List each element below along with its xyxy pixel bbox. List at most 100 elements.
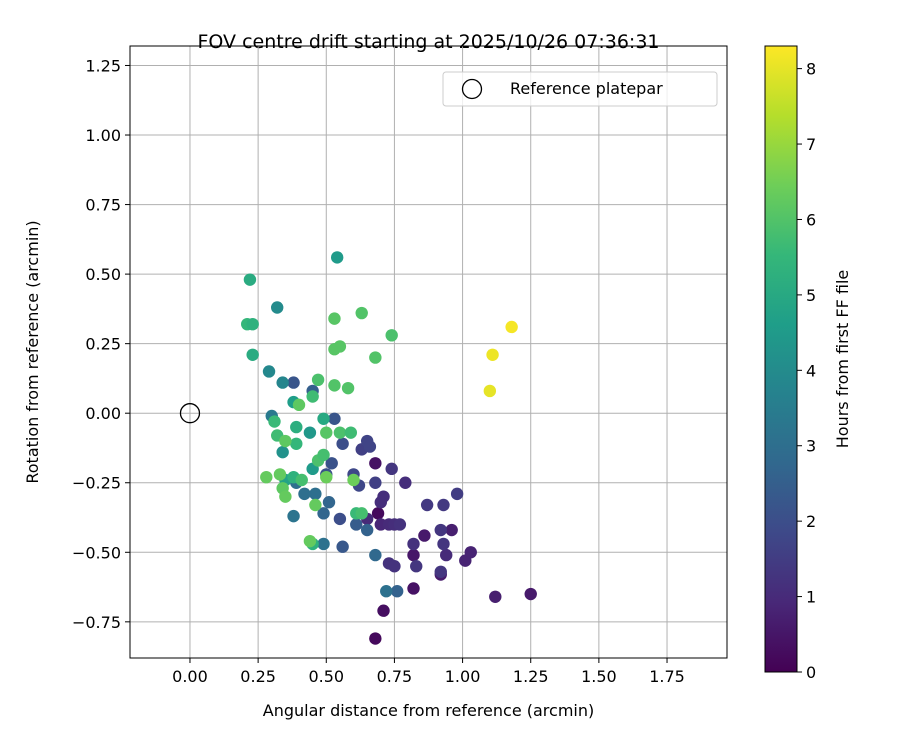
x-axis-ticks: 0.00 0.25 0.50 0.75 1.00 1.25 1.50 1.75	[172, 658, 685, 686]
colorbar-tick-label: 1	[806, 588, 816, 607]
colorbar-gradient	[764, 45, 798, 673]
data-point	[380, 585, 393, 598]
y-tick-label: 0.25	[85, 335, 121, 354]
data-point	[374, 496, 387, 509]
colorbar-tick-label: 0	[806, 663, 816, 682]
data-point	[279, 490, 292, 503]
data-point	[418, 529, 431, 542]
data-point	[290, 437, 303, 450]
colorbar-tick-label: 8	[806, 60, 816, 79]
data-point	[437, 537, 450, 551]
data-points	[241, 251, 537, 645]
data-point	[317, 448, 330, 462]
y-tick-label: 0.50	[85, 265, 121, 284]
data-point	[355, 306, 368, 320]
data-point	[369, 632, 382, 645]
data-point	[486, 348, 499, 361]
data-point	[369, 476, 382, 489]
colorbar-tick-label: 4	[806, 361, 816, 380]
legend-marker-circle	[461, 78, 483, 100]
data-point	[355, 507, 368, 520]
data-point	[483, 384, 497, 398]
data-point	[388, 560, 401, 573]
data-point	[420, 498, 434, 512]
grid	[130, 46, 727, 658]
data-point	[243, 273, 257, 286]
data-point	[287, 376, 300, 389]
y-axis-ticks: −0.75 −0.50 −0.25 0.00 0.25 0.50 0.75 1.00 1.25	[72, 56, 130, 632]
data-point	[333, 512, 347, 526]
legend-box	[442, 71, 718, 107]
data-point	[328, 379, 341, 392]
data-point	[333, 340, 347, 353]
colorbar-label: Hours from first FF file	[833, 270, 852, 449]
y-tick-label: 0.75	[85, 196, 121, 215]
x-tick-label: 1.00	[445, 667, 481, 686]
y-axis-label: Rotation from reference (arcmin)	[23, 220, 42, 483]
data-point	[287, 509, 300, 523]
colorbar-ticks: 0 1 2 3 4 5 6 7 8	[797, 60, 816, 682]
data-point	[295, 473, 308, 487]
data-point	[350, 518, 363, 531]
data-point	[268, 415, 281, 428]
data-point	[320, 426, 333, 439]
data-point	[292, 398, 306, 412]
data-point	[407, 537, 420, 551]
x-tick-label: 1.50	[581, 667, 617, 686]
data-point	[410, 560, 423, 573]
data-point	[363, 440, 377, 453]
data-point	[434, 565, 447, 578]
data-point	[262, 365, 276, 378]
plot-frame	[129, 45, 728, 659]
legend-label: Reference platepar	[510, 79, 663, 98]
x-tick-label: 0.25	[240, 667, 276, 686]
data-point	[524, 587, 537, 601]
y-tick-label: 1.25	[85, 56, 121, 75]
x-tick-label: 1.25	[513, 667, 549, 686]
data-point	[371, 507, 385, 520]
reference-platepar-marker	[179, 403, 201, 424]
data-point	[309, 487, 322, 501]
x-tick-label: 1.75	[649, 667, 685, 686]
data-point	[399, 476, 412, 489]
data-point	[322, 496, 336, 509]
data-point	[505, 320, 518, 334]
data-point	[390, 585, 404, 598]
data-point	[260, 470, 273, 484]
data-point	[336, 540, 349, 553]
data-point	[306, 390, 319, 403]
data-point	[393, 518, 407, 531]
data-point	[311, 373, 325, 387]
data-point	[320, 470, 333, 484]
y-tick-label: 1.00	[85, 126, 121, 145]
colorbar-tick-label: 6	[806, 210, 816, 229]
data-point	[271, 301, 284, 314]
data-point	[445, 523, 458, 537]
data-point	[341, 381, 355, 395]
data-point	[377, 604, 390, 617]
data-point	[317, 412, 330, 425]
data-point	[279, 434, 292, 448]
data-point	[303, 534, 317, 548]
data-point	[464, 546, 477, 559]
data-point	[246, 317, 259, 331]
data-point	[407, 582, 420, 595]
data-point	[440, 548, 453, 562]
colorbar: 0 1 2 3 4 5 6 7 8 Hours from first FF file	[764, 45, 852, 682]
data-point	[246, 348, 259, 361]
y-tick-label: 0.00	[85, 404, 121, 423]
data-point	[434, 523, 447, 537]
data-point	[317, 507, 330, 520]
data-point	[317, 537, 330, 551]
data-point	[437, 498, 450, 512]
x-axis-label: Angular distance from reference (arcmin)	[263, 701, 594, 720]
y-tick-label: −0.75	[72, 613, 121, 632]
x-tick-label: 0.75	[377, 667, 413, 686]
data-point	[303, 426, 317, 439]
data-point	[276, 376, 289, 389]
data-point	[290, 420, 303, 434]
y-tick-label: −0.50	[72, 543, 121, 562]
colorbar-tick-label: 3	[806, 437, 816, 456]
legend: Reference platepar	[442, 71, 718, 107]
